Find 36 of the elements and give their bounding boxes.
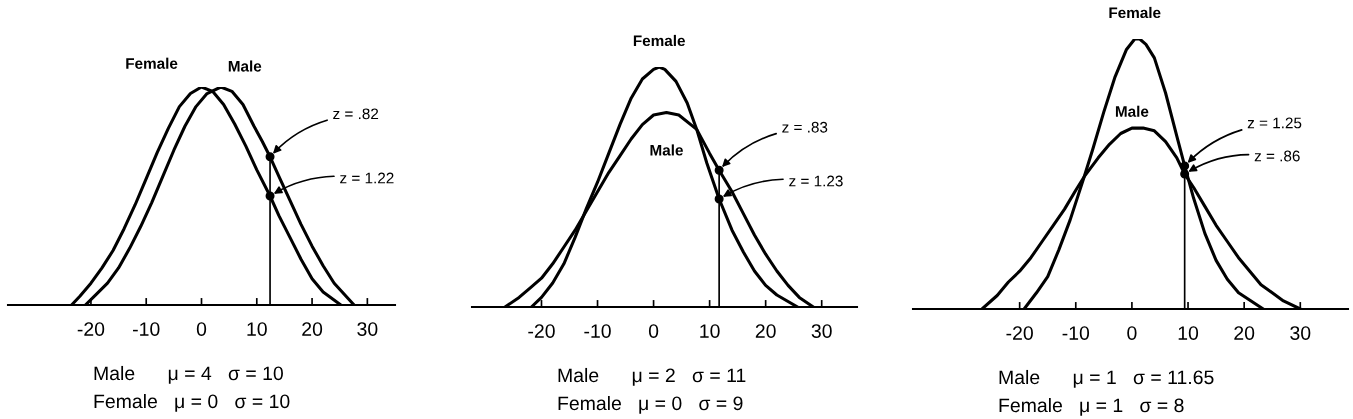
annotation: z = 1.25 bbox=[1247, 117, 1302, 129]
series-label: Male bbox=[1115, 105, 1149, 117]
series-label: Female bbox=[633, 34, 685, 47]
x-tick-label: 20 bbox=[302, 322, 323, 336]
text: Male μ = 2 σ = 11 bbox=[558, 367, 746, 386]
x-tick-label: 30 bbox=[1290, 326, 1311, 340]
annotation: z = .82 bbox=[333, 108, 379, 120]
series-label: Male bbox=[650, 144, 683, 156]
annotation: z = 1.22 bbox=[340, 172, 394, 184]
text: Female μ = 1 σ = 8 bbox=[999, 397, 1184, 416]
text: Female μ = 0 σ = 9 bbox=[558, 395, 743, 414]
x-tick-label: -10 bbox=[133, 322, 160, 336]
x-tick-label: 10 bbox=[247, 322, 267, 336]
x-tick-label: 0 bbox=[648, 324, 659, 338]
series-label: Female bbox=[1109, 6, 1161, 19]
x-tick-label: -10 bbox=[584, 324, 611, 338]
series-label: Male bbox=[228, 60, 262, 72]
x-tick-label: -20 bbox=[77, 322, 105, 336]
x-tick-label: 0 bbox=[1127, 326, 1137, 340]
text: Male μ = 4 σ = 10 bbox=[94, 365, 283, 384]
x-tick-label: -20 bbox=[1006, 326, 1033, 340]
series-label: Female bbox=[126, 57, 178, 69]
x-tick-label: 20 bbox=[755, 324, 776, 338]
text: Male μ = 1 σ = 11.65 bbox=[999, 369, 1214, 388]
x-tick-label: 10 bbox=[700, 324, 720, 338]
text: Female μ = 0 σ = 10 bbox=[94, 393, 290, 412]
x-tick-label: 30 bbox=[811, 324, 832, 338]
x-tick-label: 30 bbox=[357, 322, 378, 336]
x-tick-label: 0 bbox=[196, 322, 207, 336]
x-tick-label: -20 bbox=[528, 324, 555, 338]
annotation: z = .83 bbox=[782, 121, 828, 133]
x-tick-label: 10 bbox=[1178, 326, 1199, 340]
annotation: z = .86 bbox=[1254, 150, 1300, 162]
annotation: z = 1.23 bbox=[789, 175, 843, 187]
x-tick-label: -10 bbox=[1062, 326, 1090, 340]
x-tick-label: 20 bbox=[1234, 326, 1255, 340]
